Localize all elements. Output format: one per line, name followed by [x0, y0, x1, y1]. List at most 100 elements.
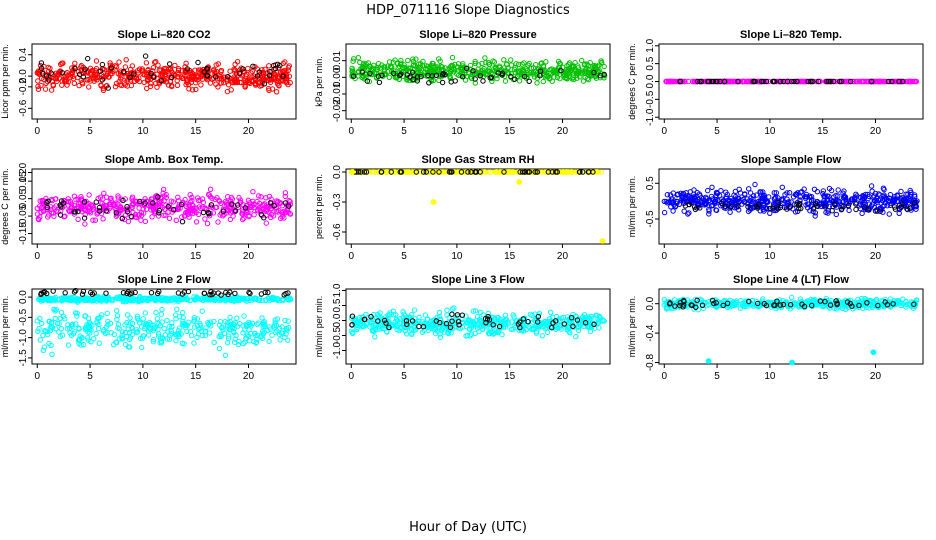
data-point: [406, 169, 412, 175]
data-point: [240, 330, 246, 336]
data-point: [384, 329, 390, 335]
data-point: [509, 169, 515, 175]
data-point: [285, 318, 291, 324]
data-point: [227, 216, 234, 223]
data-point: [234, 315, 240, 321]
data-point: [154, 84, 160, 90]
data-point: [571, 68, 577, 74]
data-point: [912, 193, 918, 200]
data-point: [71, 289, 78, 295]
data-point: [413, 169, 419, 175]
data-point: [119, 332, 125, 338]
data-point: [797, 194, 803, 200]
data-point: [565, 325, 571, 331]
outlier-point: [349, 169, 356, 175]
data-point: [268, 296, 275, 302]
data-point: [240, 66, 246, 72]
data-point: [175, 194, 181, 201]
data-point: [398, 169, 405, 175]
data-point: [491, 59, 498, 65]
data-point: [472, 308, 479, 314]
plot-frame: [345, 43, 611, 120]
data-point: [775, 199, 781, 206]
data-point: [207, 292, 213, 298]
data-point: [394, 60, 401, 66]
scatter-points: [348, 305, 607, 340]
data-point: [242, 84, 248, 90]
data-point: [709, 78, 715, 85]
data-point: [472, 60, 478, 67]
panel-title: Slope Sample Flow: [741, 154, 842, 166]
data-point: [913, 301, 919, 307]
data-point: [535, 313, 541, 320]
data-point: [543, 169, 549, 175]
data-point: [150, 74, 157, 80]
data-point: [142, 310, 149, 316]
data-point: [90, 68, 96, 74]
data-point: [831, 201, 838, 208]
data-point: [177, 325, 183, 331]
data-point: [416, 314, 422, 321]
data-point: [173, 338, 179, 344]
data-point: [375, 318, 381, 324]
data-point: [551, 69, 557, 75]
data-point: [45, 198, 51, 205]
data-point: [199, 76, 206, 82]
data-point: [470, 68, 476, 74]
data-point: [848, 78, 854, 85]
data-point: [223, 289, 229, 296]
data-point: [246, 319, 252, 326]
data-point: [723, 195, 729, 202]
data-point: [39, 197, 45, 204]
data-point: [199, 196, 206, 202]
data-point: [571, 76, 577, 83]
data-point: [546, 76, 553, 82]
data-point: [455, 319, 462, 325]
data-point: [239, 211, 245, 217]
data-point: [402, 64, 408, 71]
data-point: [240, 296, 246, 302]
data-point: [209, 291, 215, 298]
data-point: [796, 304, 802, 310]
data-point: [241, 313, 247, 319]
y-tick-label: 0.0: [332, 313, 343, 327]
data-point: [266, 338, 272, 345]
panel-ylabel: ml/min per min.: [627, 296, 637, 358]
data-point: [78, 194, 84, 200]
data-point: [383, 320, 389, 326]
data-point: [103, 205, 109, 212]
data-point: [810, 205, 817, 212]
data-point: [221, 330, 228, 336]
data-point: [490, 322, 496, 328]
data-point: [234, 323, 241, 330]
data-point: [713, 192, 719, 199]
data-point: [449, 306, 456, 312]
panel-ylabel: kPa per min.: [314, 56, 324, 107]
data-point: [494, 75, 500, 82]
data-point: [58, 309, 65, 316]
data-point: [772, 78, 778, 85]
data-point: [405, 322, 411, 329]
y-tick-label: 0.0: [332, 165, 343, 179]
data-point: [543, 72, 550, 79]
panel-ylabel: degrees C per min.: [0, 168, 10, 245]
data-point: [805, 78, 811, 85]
data-point: [521, 73, 528, 80]
data-point: [51, 306, 57, 312]
data-point: [409, 311, 415, 318]
y-tick-label: 0.05: [18, 188, 29, 208]
data-point: [156, 210, 162, 216]
data-point: [573, 333, 579, 340]
data-point: [57, 202, 63, 208]
data-point: [177, 314, 183, 320]
data-point: [182, 197, 188, 203]
data-point: [501, 57, 507, 63]
data-point: [86, 296, 92, 302]
plot-frame: [31, 43, 297, 120]
panel-ylabel: degrees C per min.: [627, 43, 637, 120]
data-point: [49, 351, 55, 357]
data-point: [447, 324, 454, 331]
data-point: [375, 73, 382, 79]
data-point: [405, 65, 412, 71]
